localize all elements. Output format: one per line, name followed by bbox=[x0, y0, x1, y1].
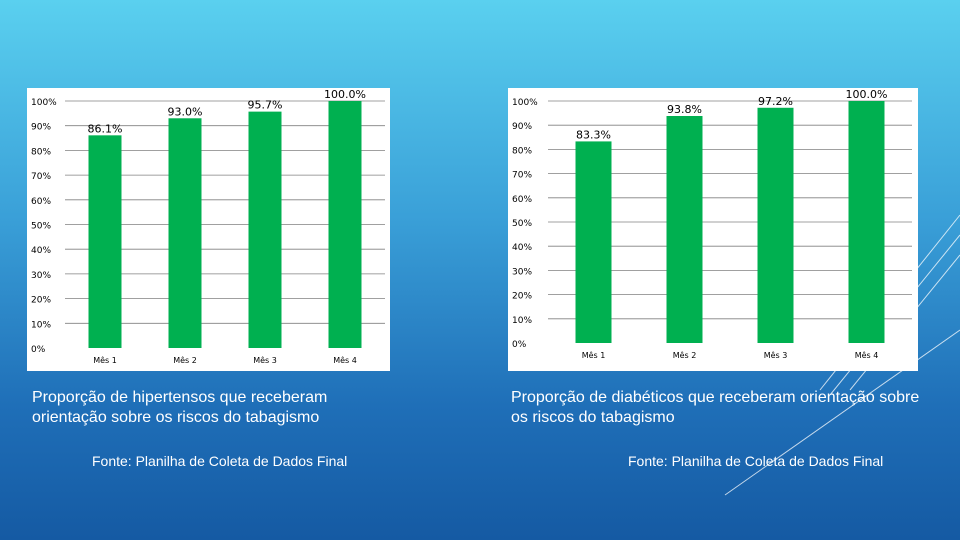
hypertension-data-label-4: 100.0% bbox=[324, 88, 366, 101]
hypertension-x-tick-label-3: Mês 3 bbox=[253, 355, 277, 365]
diabetes-y-tick-label: 50% bbox=[512, 219, 532, 229]
hypertension-y-tick-label: 10% bbox=[31, 320, 51, 330]
hypertension-chart-source: Fonte: Planilha de Coleta de Dados Final bbox=[92, 453, 348, 469]
hypertension-x-tick-label-4: Mês 4 bbox=[333, 355, 357, 365]
hypertension-y-tick-label: 50% bbox=[31, 222, 51, 232]
diabetes-chart-source: Fonte: Planilha de Coleta de Dados Final bbox=[628, 453, 884, 469]
hypertension-y-tick-label: 90% bbox=[31, 123, 51, 133]
hypertension-y-tick-label: 30% bbox=[31, 271, 51, 281]
hypertension-y-tick-label: 40% bbox=[31, 246, 51, 256]
diabetes-data-label-1: 83.3% bbox=[576, 128, 611, 141]
diabetes-chart-caption: Proporção de diabéticos que receberam or… bbox=[511, 389, 920, 426]
diabetes-x-tick-label-1: Mês 1 bbox=[582, 350, 606, 360]
diabetes-y-tick-label: 40% bbox=[512, 243, 532, 253]
diabetes-y-tick-label: 60% bbox=[512, 195, 532, 205]
hypertension-y-tick-label: 70% bbox=[31, 172, 51, 182]
diabetes-x-tick-label-2: Mês 2 bbox=[673, 350, 697, 360]
hypertension-y-tick-label: 60% bbox=[31, 197, 51, 207]
diabetes-chart: 0% 10% 20% 30% 40% 50% 60% 70% 80% 90% 100% 83.3% Mê… bbox=[508, 88, 918, 371]
hypertension-chart-plot: 0% 10% 20% 30% 40% 50% 60% 70% 80% 90% 100% 86.1% Mê… bbox=[31, 88, 385, 365]
diabetes-y-tick-label: 90% bbox=[512, 122, 532, 132]
diabetes-bar-1 bbox=[575, 141, 612, 343]
hypertension-chart-caption: Proporção de hipertensos que receberam o… bbox=[32, 389, 328, 426]
hypertension-bar-3 bbox=[248, 111, 282, 348]
diabetes-data-label-3: 97.2% bbox=[758, 95, 793, 108]
diabetes-data-label-2: 93.8% bbox=[667, 103, 702, 116]
diabetes-chart-plot: 0% 10% 20% 30% 40% 50% 60% 70% 80% 90% 100% 83.3% Mê… bbox=[512, 88, 912, 360]
diabetes-x-tick-label-4: Mês 4 bbox=[855, 350, 879, 360]
diabetes-y-tick-label: 100% bbox=[512, 98, 538, 108]
hypertension-bar-1 bbox=[88, 135, 122, 348]
hypertension-y-tick-label: 100% bbox=[31, 98, 57, 108]
hypertension-x-tick-label-1: Mês 1 bbox=[93, 355, 117, 365]
diabetes-y-tick-label: 70% bbox=[512, 171, 532, 181]
diabetes-y-tick-label: 0% bbox=[512, 340, 527, 350]
diabetes-x-tick-label-3: Mês 3 bbox=[764, 350, 788, 360]
hypertension-x-tick-label-2: Mês 2 bbox=[173, 355, 197, 365]
hypertension-data-label-3: 95.7% bbox=[248, 99, 283, 112]
hypertension-data-label-2: 93.0% bbox=[168, 105, 203, 118]
hypertension-bar-4 bbox=[328, 101, 362, 348]
hypertension-y-tick-label: 0% bbox=[31, 345, 46, 355]
diabetes-y-tick-label: 20% bbox=[512, 292, 532, 302]
hypertension-y-tick-label: 20% bbox=[31, 296, 51, 306]
diabetes-y-tick-label: 10% bbox=[512, 316, 532, 326]
diabetes-data-label-4: 100.0% bbox=[846, 88, 888, 101]
hypertension-y-tick-label: 80% bbox=[31, 147, 51, 157]
hypertension-chart: 0% 10% 20% 30% 40% 50% 60% 70% 80% 90% 100% 86.1% Mê… bbox=[27, 88, 390, 371]
diabetes-bar-3 bbox=[757, 107, 794, 343]
hypertension-data-label-1: 86.1% bbox=[88, 122, 123, 135]
diabetes-bar-4 bbox=[848, 101, 885, 343]
diabetes-bar-2 bbox=[666, 116, 703, 343]
diabetes-y-tick-label: 30% bbox=[512, 267, 532, 277]
hypertension-bar-2 bbox=[168, 118, 202, 348]
diabetes-y-tick-label: 80% bbox=[512, 146, 532, 156]
